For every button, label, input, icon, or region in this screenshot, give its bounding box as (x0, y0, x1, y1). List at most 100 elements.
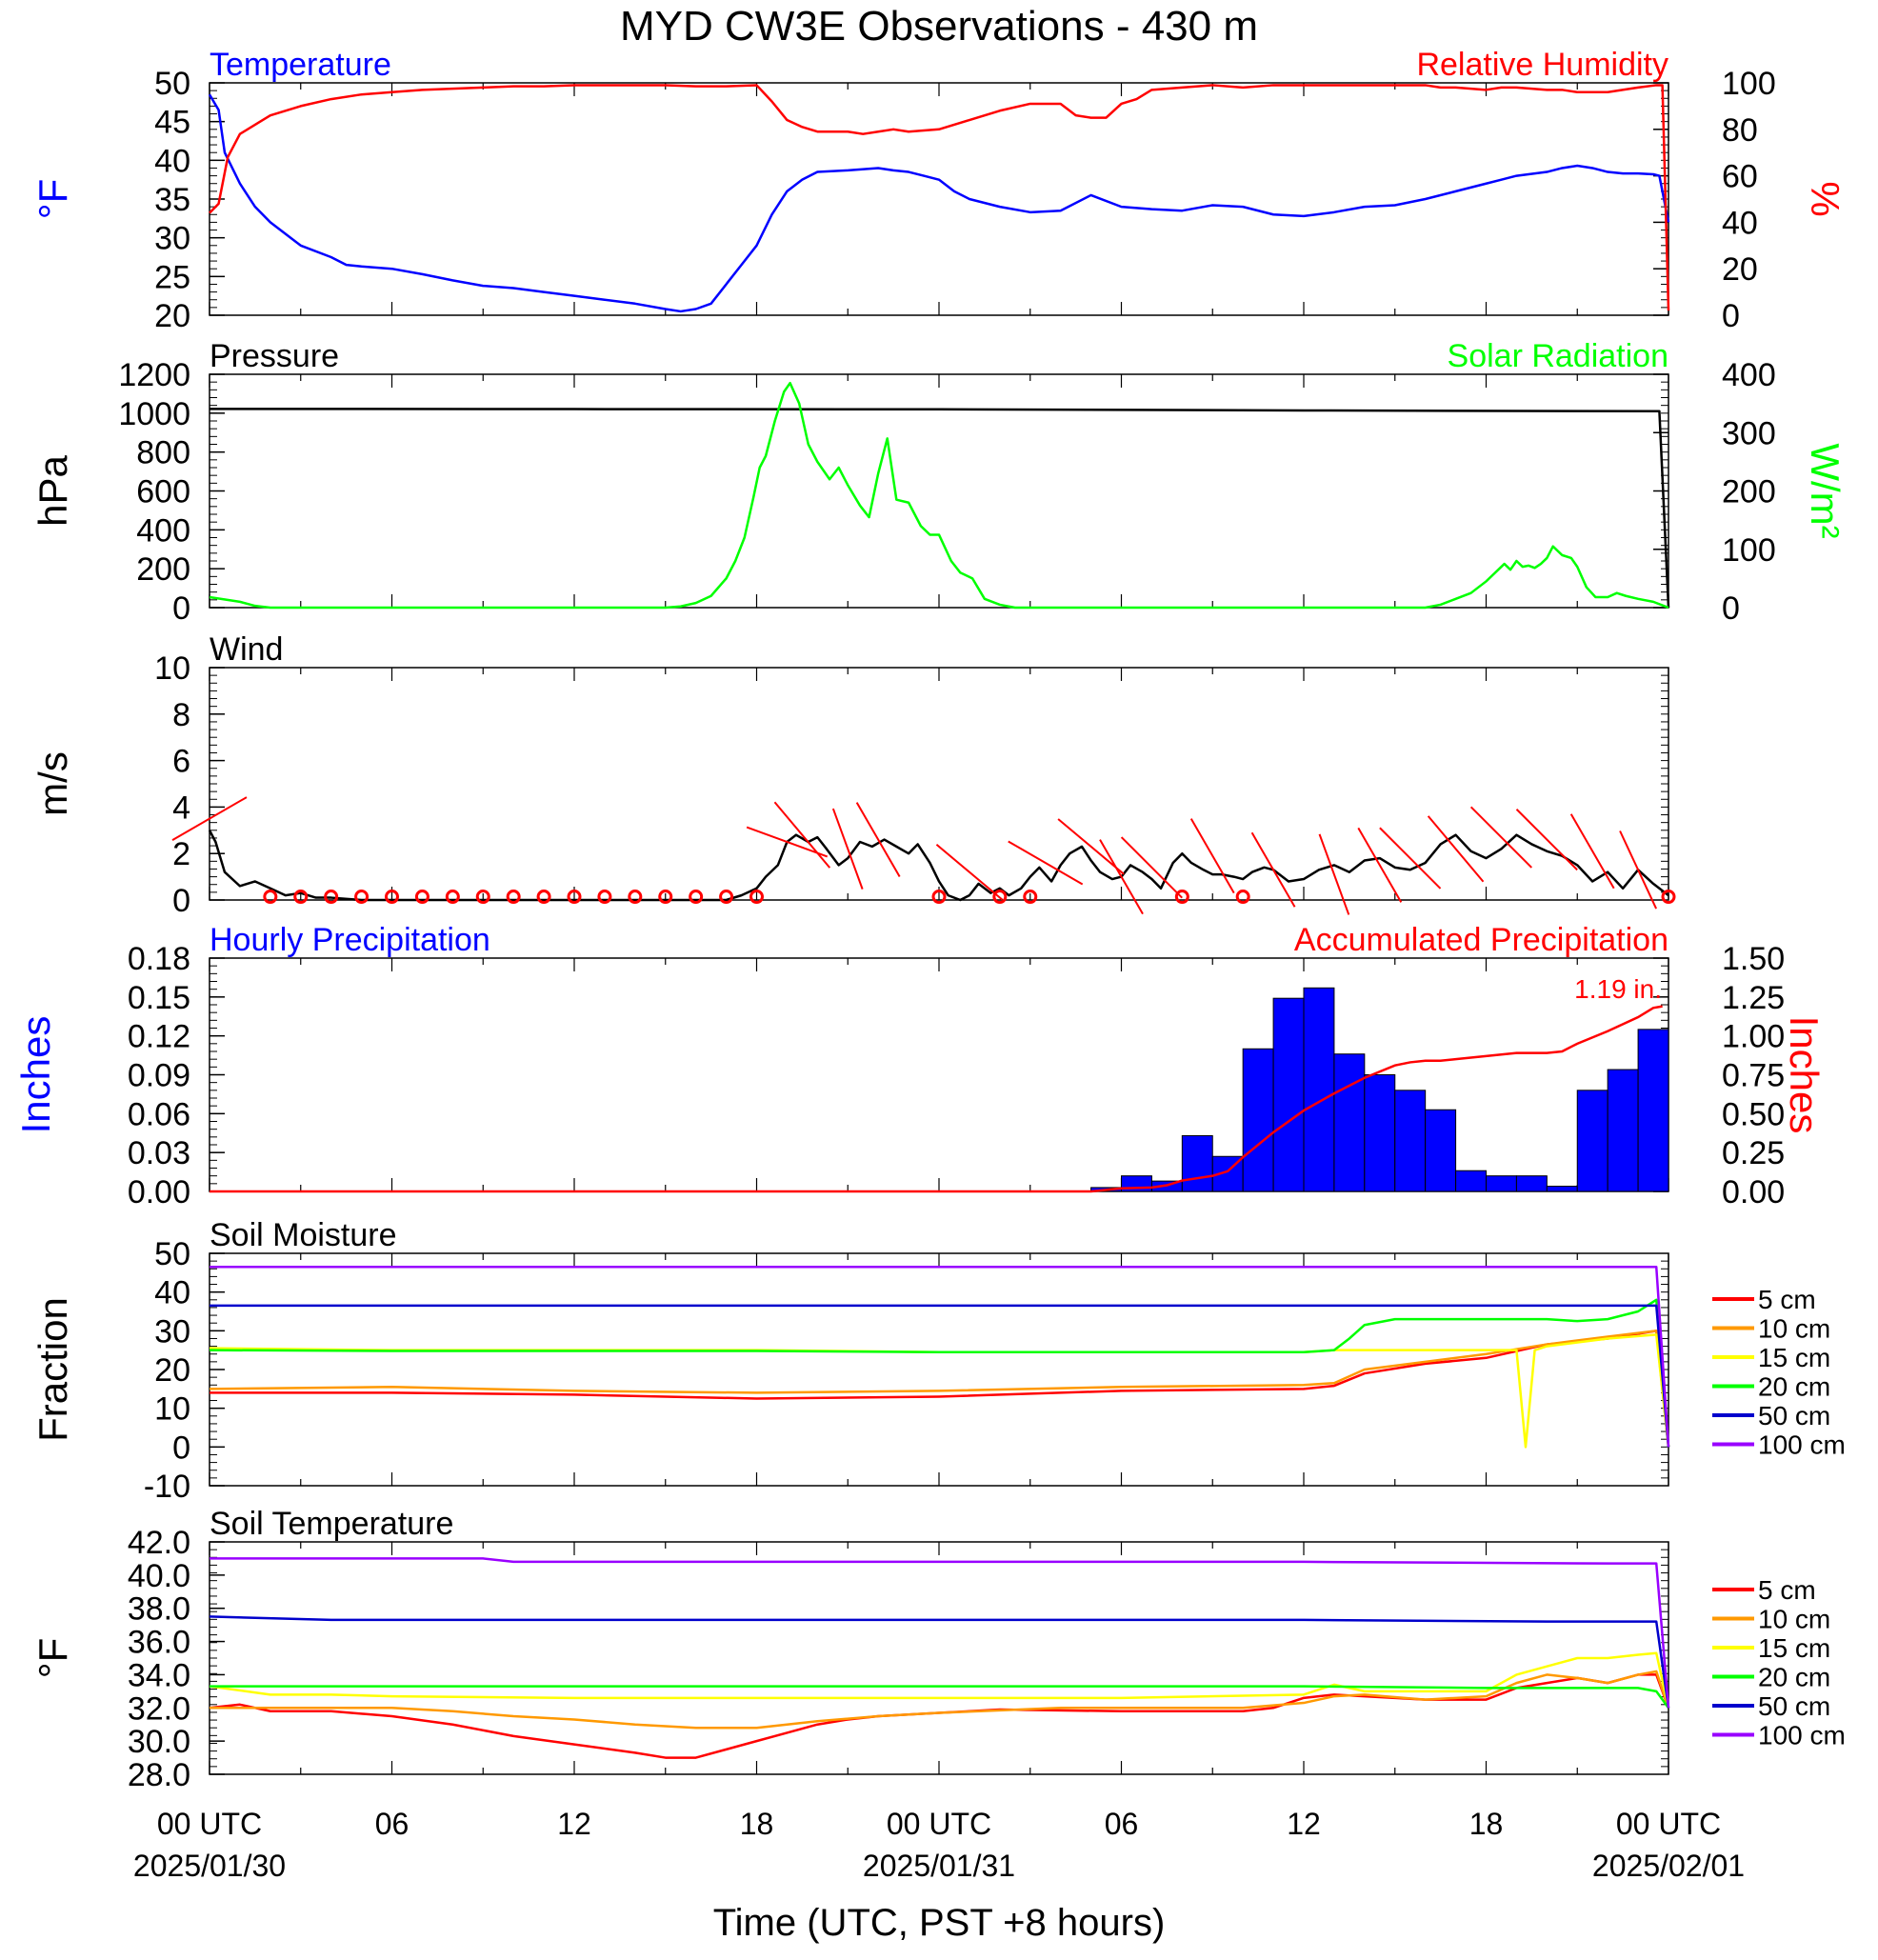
y-tick-label-left: 0 (172, 1430, 190, 1466)
plot-frame (209, 667, 1669, 901)
calm-marker (658, 890, 673, 905)
y-tick-label-right: 60 (1722, 159, 1758, 195)
calm-marker (719, 890, 734, 905)
y-tick-label-left: 400 (136, 512, 190, 549)
calm-marker (597, 890, 612, 905)
y-axis-label-right: % (1803, 181, 1848, 216)
y-axis-label-right: Inches (1782, 1016, 1827, 1134)
x-tick-label: 06 (1105, 1807, 1139, 1841)
precip-bar (1455, 1170, 1488, 1192)
calm-marker (1235, 890, 1250, 905)
y-tick-label-left: 0.18 (128, 941, 190, 977)
y-tick-label-left: 0.09 (128, 1058, 190, 1094)
y-tick-label-left: 20 (154, 298, 190, 334)
x-tick-label: 00 UTC (887, 1807, 991, 1841)
y-tick-label-right: 40 (1722, 205, 1758, 241)
y-tick-label-left: 50 (154, 1236, 190, 1272)
y-tick-label-right: 300 (1722, 415, 1776, 451)
y-tick-label-right: 1.50 (1722, 941, 1785, 977)
calm-marker (567, 890, 582, 905)
series-line-50-cm (209, 1615, 1670, 1709)
y-tick-label-right: 100 (1722, 532, 1776, 569)
plot-frame (209, 82, 1669, 316)
accumulated-precip-line (210, 1005, 1663, 1193)
calm-marker (992, 890, 1008, 905)
y-tick-label-left: 200 (136, 551, 190, 588)
legend-label: 20 cm (1758, 1663, 1830, 1692)
calm-marker (1174, 890, 1189, 905)
precip-bar (1364, 1074, 1396, 1192)
y-tick-label-left: 30.0 (128, 1724, 190, 1760)
calm-marker (293, 890, 309, 905)
calm-marker (749, 890, 764, 905)
wind-barb (1318, 833, 1350, 915)
calm-marker (536, 890, 551, 905)
wind-barb (746, 826, 829, 858)
y-tick-label-left: 38.0 (128, 1591, 190, 1628)
y-tick-label-left: 28.0 (128, 1757, 190, 1793)
y-tick-label-left: 8 (172, 697, 190, 733)
series-line-15-cm (209, 1651, 1670, 1709)
panel-title-left: Pressure (210, 338, 339, 374)
precip-total-annotation: 1.19 in. (1574, 974, 1662, 1004)
y-tick-label-left: -10 (144, 1469, 190, 1505)
series-line-pressure (209, 408, 1670, 609)
wind-barb (855, 802, 901, 878)
wind-barb (171, 796, 248, 841)
precip-bar (1637, 1029, 1669, 1192)
y-tick-label-left: 0 (172, 590, 190, 627)
wind-barb (1099, 839, 1144, 915)
wind-barb (1469, 806, 1532, 869)
legend-label: 10 cm (1758, 1314, 1830, 1344)
y-tick-label-left: 30 (154, 1313, 190, 1350)
x-axis-label: Time (UTC, PST +8 hours) (713, 1902, 1166, 1944)
calm-marker (628, 890, 643, 905)
wind-barb (1379, 827, 1442, 890)
y-tick-label-left: 25 (154, 259, 190, 295)
panel-title-right: Accumulated Precipitation (1294, 922, 1668, 958)
legend-label: 100 cm (1758, 1430, 1846, 1460)
wind-barb (1057, 818, 1125, 875)
y-tick-label-right: 400 (1722, 357, 1776, 393)
y-axis-label-left: Fraction (30, 1297, 75, 1442)
series-line-10-cm (209, 1330, 1670, 1448)
y-axis-label-left: Inches (13, 1016, 58, 1134)
x-tick-label: 12 (557, 1807, 591, 1841)
wind-barb (1427, 815, 1485, 883)
legend-label: 15 cm (1758, 1343, 1830, 1372)
x-axis: 00 UTC 2025/01/30 06 12 18 00 UTC 2025/01/31 06… (133, 1807, 1745, 1883)
x-tick-label: 18 (1469, 1807, 1504, 1841)
precip-bar (1333, 1053, 1366, 1192)
precip-bar (1576, 1090, 1608, 1192)
wind-barb (1357, 827, 1403, 903)
y-tick-label-right: 200 (1722, 474, 1776, 510)
panel-wind: 0 2 4 6 8 10 Wind m/s (30, 631, 1676, 919)
x-tick-date-label: 2025/01/31 (863, 1849, 1015, 1883)
series-line-50-cm (210, 1304, 1670, 1448)
wind-barb (1619, 830, 1658, 910)
x-tick-label: 18 (740, 1807, 774, 1841)
y-tick-label-left: 40 (154, 1275, 190, 1311)
calm-marker (385, 890, 399, 905)
panel-soil_temperature: 28.030.032.034.036.038.040.042.0 Soil Tem… (30, 1506, 1846, 1793)
y-tick-label-left: 32.0 (128, 1690, 190, 1727)
y-tick-label-left: 0.12 (128, 1019, 190, 1055)
legend-label: 5 cm (1758, 1575, 1816, 1605)
y-tick-label-right: 20 (1722, 251, 1758, 288)
y-tick-label-left: 0 (172, 883, 190, 919)
precip-bar (1546, 1186, 1578, 1192)
wind-barb (1515, 809, 1578, 871)
panel-title-left: Wind (210, 631, 283, 668)
legend-label: 100 cm (1758, 1721, 1846, 1750)
panel-precip: 0.000.030.060.090.120.150.180.000.250.50… (13, 922, 1827, 1210)
y-axis-label-left: hPa (30, 454, 75, 526)
calm-marker (506, 890, 521, 905)
precip-bar (1242, 1048, 1274, 1192)
x-tick-label: 00 UTC (157, 1807, 262, 1841)
y-tick-label-left: 10 (154, 650, 190, 687)
y-tick-label-left: 0.06 (128, 1096, 190, 1132)
precip-bar (1515, 1175, 1548, 1192)
